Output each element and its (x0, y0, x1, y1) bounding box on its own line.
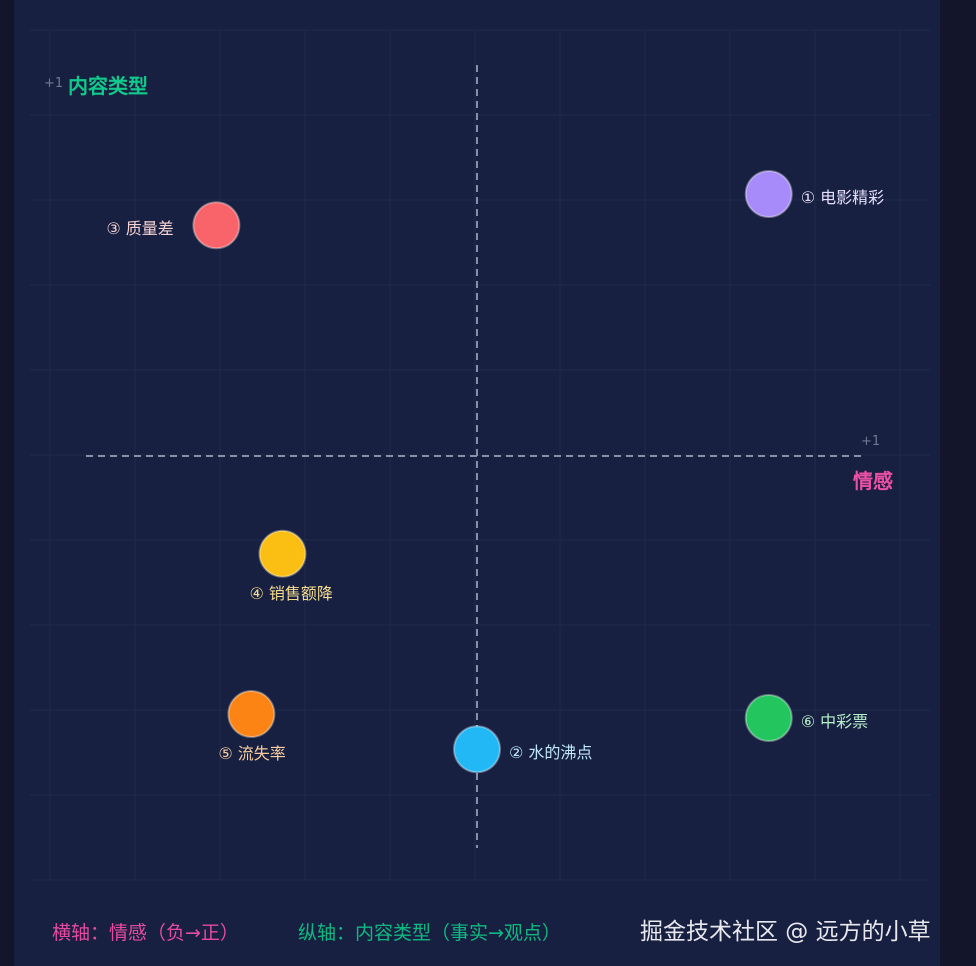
y-axis-legend: 纵轴：内容类型（事实→观点） (298, 922, 561, 944)
x-axis-legend: 横轴：情感（负→正） (52, 922, 239, 944)
y-axis-title: 内容类型 (68, 74, 148, 98)
data-point (258, 529, 307, 578)
x-axis-title: 情感 (853, 469, 893, 493)
data-point (744, 693, 793, 742)
data-point-label: ④ 销售额降 (249, 583, 333, 603)
data-point-label: ① 电影精彩 (800, 188, 885, 208)
x-axis-tick: +1 (861, 434, 881, 449)
watermark: 掘金技术社区 @ 远方的小草 (640, 919, 931, 945)
data-point-label: ⑥ 中彩票 (800, 711, 869, 731)
y-axis-tick: +1 (44, 76, 64, 91)
data-point-label: ② 水的沸点 (509, 743, 593, 763)
data-point (227, 690, 276, 739)
data-point (744, 170, 793, 219)
data-point (453, 725, 501, 774)
data-point (192, 201, 241, 250)
data-point-label: ③ 质量差 (106, 219, 174, 239)
data-point-label: ⑤ 流失率 (218, 744, 286, 764)
